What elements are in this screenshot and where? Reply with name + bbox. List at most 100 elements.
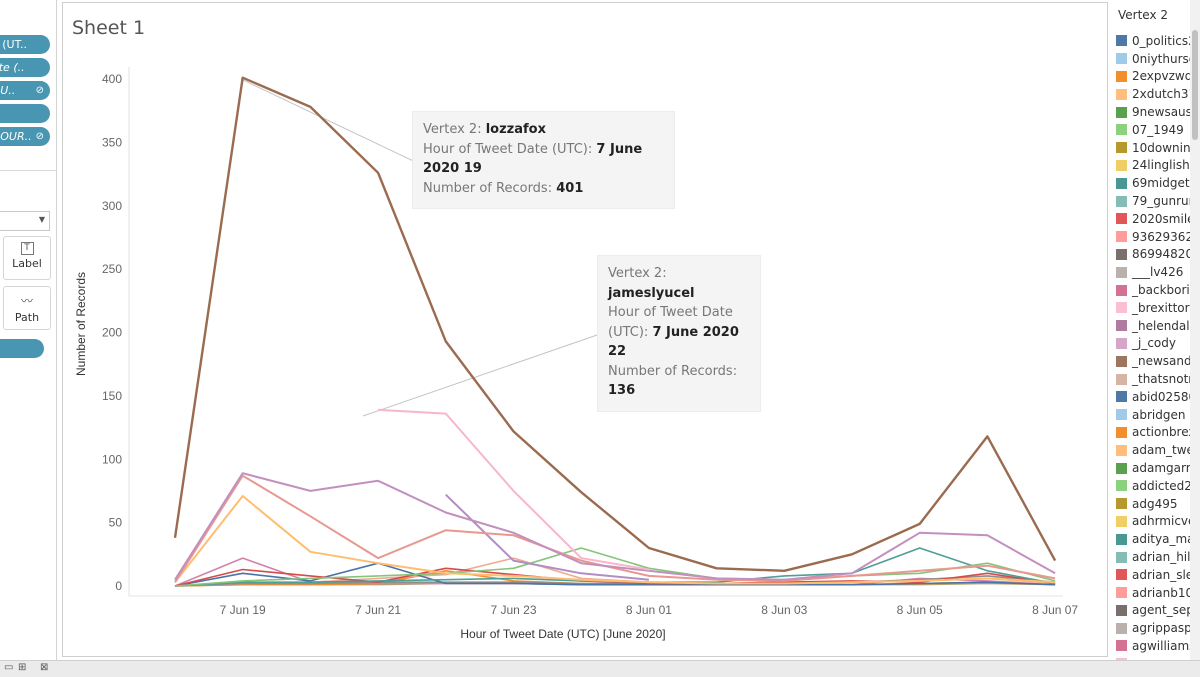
legend-label: _newsandv xyxy=(1132,354,1199,369)
filter-pill-blank[interactable] xyxy=(0,104,50,123)
legend-swatch xyxy=(1116,480,1127,492)
legend-item[interactable]: 0_politics2 xyxy=(1116,32,1200,50)
legend-item[interactable]: adg495 xyxy=(1116,495,1200,513)
legend-item[interactable]: agwilliams_ xyxy=(1116,637,1200,655)
legend-item[interactable]: adrian_slee xyxy=(1116,566,1200,584)
legend-item[interactable]: adrian_hilto xyxy=(1116,548,1200,566)
mark-type-select[interactable]: ▼ xyxy=(0,211,50,231)
legend-swatch xyxy=(1116,622,1127,634)
legend-item[interactable]: _thatsnotm xyxy=(1116,370,1200,388)
chevron-down-icon: ▼ xyxy=(38,215,45,224)
legend-swatch xyxy=(1116,53,1127,65)
series-line[interactable] xyxy=(174,474,1056,583)
legend-item[interactable] xyxy=(1116,655,1200,660)
new-dashboard-icon[interactable]: ⊠ xyxy=(40,662,49,673)
y-tick-label: 350 xyxy=(102,135,122,149)
legend-item[interactable]: abridgen xyxy=(1116,406,1200,424)
data-source-icon[interactable]: ▭ xyxy=(4,662,14,673)
legend-swatch xyxy=(1116,587,1127,599)
y-tick-label: 50 xyxy=(109,516,123,530)
legend-item[interactable]: abid025803 xyxy=(1116,388,1200,406)
legend-item[interactable]: 07_1949 xyxy=(1116,121,1200,139)
legend-swatch xyxy=(1116,569,1127,581)
x-tick-label: 8 Jun 01 xyxy=(626,603,672,617)
filter-pill[interactable]: NU.. ⊘ xyxy=(0,81,50,100)
detail-pill[interactable] xyxy=(0,339,44,358)
link-icon: ⊘ xyxy=(35,131,44,142)
column-shelf-pill[interactable]: e (UT.. xyxy=(0,35,50,54)
legend-swatch xyxy=(1116,266,1127,278)
legend-item[interactable]: ___lv426 xyxy=(1116,263,1200,281)
legend-item[interactable]: 69midgetge xyxy=(1116,174,1200,192)
series-line-jameslyucel[interactable] xyxy=(378,408,650,571)
legend-swatch xyxy=(1116,373,1127,385)
legend-label: 0_politics2 xyxy=(1132,33,1196,48)
x-tick-label: 8 Jun 05 xyxy=(897,603,943,617)
legend-item[interactable]: 9newsaus xyxy=(1116,103,1200,121)
legend-swatch xyxy=(1116,355,1127,367)
legend-item[interactable]: 79_gunrunn xyxy=(1116,192,1200,210)
path-button-text: Path xyxy=(14,311,40,324)
legend-item[interactable]: 2xdutch31 xyxy=(1116,85,1200,103)
legend-item[interactable]: 10downings xyxy=(1116,139,1200,157)
legend-swatch xyxy=(1116,551,1127,563)
legend-scrollbar[interactable] xyxy=(1190,0,1200,660)
legend-item[interactable]: adrianb106 xyxy=(1116,584,1200,602)
legend-item[interactable]: agrippaspq xyxy=(1116,619,1200,637)
color-legend: Vertex 2 0_politics2 0niythursda 2expvzwq7… xyxy=(1112,0,1200,660)
legend-item[interactable]: adamgarrie xyxy=(1116,459,1200,477)
legend-label: adhrmicvera xyxy=(1132,514,1200,529)
legend-item[interactable]: _newsandv xyxy=(1116,352,1200,370)
legend-item[interactable]: _brexittory xyxy=(1116,299,1200,317)
legend-label: 869948201 xyxy=(1132,247,1200,262)
filter-pill-hour[interactable]: HOUR..⊘ xyxy=(0,127,50,146)
tooltip-value: lozzafox xyxy=(485,122,546,137)
legend-label: 10downings xyxy=(1132,140,1200,155)
series-line[interactable] xyxy=(174,547,1056,587)
x-tick-label: 8 Jun 07 xyxy=(1032,603,1078,617)
legend-item[interactable]: adhrmicvera xyxy=(1116,513,1200,531)
legend-item[interactable]: actionbrexit xyxy=(1116,424,1200,442)
legend-item[interactable]: 869948201 xyxy=(1116,246,1200,264)
series-lines xyxy=(173,76,1057,587)
legend-item[interactable]: 24linglish xyxy=(1116,157,1200,175)
y-tick-label: 0 xyxy=(115,579,122,593)
legend-item[interactable]: 2expvzwq7f xyxy=(1116,68,1200,86)
legend-list: 0_politics2 0niythursda 2expvzwq7f 2xdutch3… xyxy=(1116,32,1200,660)
path-button[interactable]: 〰 Path xyxy=(3,286,51,330)
legend-swatch xyxy=(1116,604,1127,616)
path-icon: 〰 xyxy=(20,294,33,308)
legend-item[interactable]: addicted2n xyxy=(1116,477,1200,495)
legend-item[interactable]: _backboris xyxy=(1116,281,1200,299)
pill-label: HOUR.. xyxy=(0,130,32,143)
legend-label: _brexittory xyxy=(1132,300,1197,315)
series-line[interactable] xyxy=(445,493,649,581)
legend-item[interactable]: _helendale xyxy=(1116,317,1200,335)
legend-item[interactable]: adam_twee xyxy=(1116,441,1200,459)
legend-item[interactable]: 0niythursda xyxy=(1116,50,1200,68)
new-sheet-icon[interactable]: ⊞ xyxy=(18,662,27,673)
legend-label: adam_twee xyxy=(1132,443,1200,458)
row-shelf-pill[interactable]: ate (.. xyxy=(0,58,50,77)
tooltip-label: Vertex 2: xyxy=(423,122,482,137)
legend-item[interactable]: 2020smiles xyxy=(1116,210,1200,228)
legend-swatch xyxy=(1116,533,1127,545)
legend-label: 07_1949 xyxy=(1132,122,1184,137)
scrollbar-thumb[interactable] xyxy=(1192,30,1198,140)
legend-item[interactable]: aditya_mac xyxy=(1116,530,1200,548)
legend-item[interactable]: _j_cody xyxy=(1116,335,1200,353)
tooltip-value: 401 xyxy=(556,180,584,196)
series-line-lozzafox[interactable] xyxy=(173,76,1057,572)
legend-swatch xyxy=(1116,248,1127,260)
series-line[interactable] xyxy=(174,472,1056,581)
x-tick-label: 7 Jun 19 xyxy=(220,603,266,617)
legend-item[interactable]: agent_sept xyxy=(1116,602,1200,620)
tooltip-label: Hour of Tweet Date (UTC): xyxy=(423,141,593,157)
label-button[interactable]: T Label xyxy=(3,236,51,280)
legend-swatch xyxy=(1116,391,1127,403)
legend-label: _helendale xyxy=(1132,318,1197,333)
tooltip-label: Number of Records: xyxy=(608,363,738,379)
line-chart: 0 50 100 150 200 250 300 350 400 7 Jun 19 7 Jun 2… xyxy=(74,67,1078,641)
series-line[interactable] xyxy=(174,495,1056,585)
legend-item[interactable]: 93629362 xyxy=(1116,228,1200,246)
